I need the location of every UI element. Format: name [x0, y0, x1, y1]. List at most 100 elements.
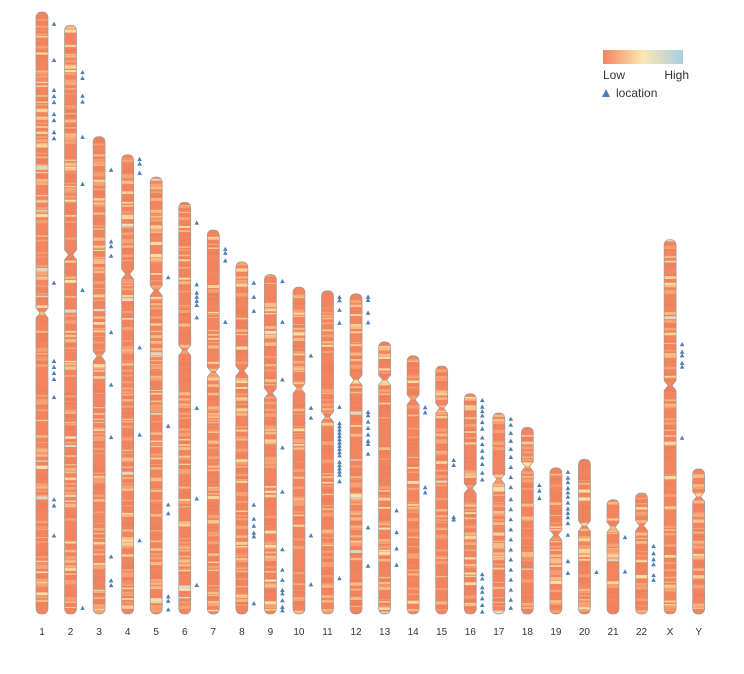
location-marker-3-9 [108, 582, 114, 588]
location-marker-1-15 [51, 497, 57, 502]
location-marker-17-16 [508, 567, 514, 572]
location-marker-11-11 [337, 440, 342, 445]
location-marker-9-2 [280, 377, 285, 382]
location-marker-16-19 [479, 609, 485, 614]
chromosome-label-1: 1 [39, 627, 45, 638]
location-marker-6-1 [194, 282, 200, 287]
location-marker-12-12 [365, 525, 371, 530]
chromosome-16-body [464, 393, 477, 614]
location-marker-19-1 [565, 475, 571, 480]
location-marker-22-5 [651, 577, 656, 582]
location-marker-21-0 [622, 534, 628, 540]
location-marker-10-1 [308, 405, 314, 410]
location-marker-2-2 [80, 93, 85, 98]
location-marker-17-11 [508, 517, 514, 522]
chromosome-label-Y: Y [695, 627, 702, 638]
chromosome-22-body [635, 492, 648, 614]
chromosome-14-body [407, 355, 420, 614]
location-marker-12-4 [365, 409, 371, 415]
location-marker-X-4 [679, 364, 685, 369]
chromosome-14-outline [406, 355, 420, 615]
location-marker-19-11 [565, 532, 571, 537]
location-marker-11-10 [337, 437, 342, 442]
location-marker-6-4 [194, 298, 200, 303]
chromosome-12-body [350, 293, 363, 614]
location-marker-6-8 [194, 496, 200, 501]
location-marker-21-1 [622, 569, 628, 574]
chromosome-label-4: 4 [125, 627, 131, 638]
location-marker-17-1 [508, 422, 514, 427]
chromosome-4-body [121, 154, 134, 614]
location-marker-18-2 [537, 495, 542, 501]
location-marker-1-17 [51, 533, 57, 538]
location-marker-17-10 [508, 507, 514, 512]
location-marker-14-2 [422, 485, 428, 490]
location-marker-11-14 [337, 449, 342, 455]
location-marker-1-11 [51, 364, 57, 369]
chromosome-7-body [207, 229, 220, 614]
location-marker-2-3 [80, 99, 85, 104]
chromosome-11-outline [321, 290, 334, 615]
location-marker-9-1 [280, 319, 285, 324]
location-marker-6-9 [194, 582, 200, 587]
chromosome-2-body [64, 25, 77, 614]
location-marker-3-5 [108, 382, 114, 387]
location-marker-4-5 [137, 538, 142, 543]
chromosome-Y-body [692, 468, 705, 614]
location-marker-6-2 [194, 290, 200, 295]
location-marker-22-3 [651, 561, 656, 567]
location-marker-19-9 [565, 515, 571, 520]
chromosome-X-outline [663, 239, 677, 615]
location-marker-12-13 [365, 563, 371, 568]
chromosome-9-outline [264, 274, 277, 615]
location-marker-16-10 [479, 461, 485, 466]
location-marker-17-0 [508, 416, 514, 421]
chromosome-9-body [264, 274, 277, 614]
location-marker-14-0 [422, 404, 428, 410]
location-marker-5-5 [165, 598, 171, 603]
location-marker-16-18 [479, 602, 485, 607]
location-marker-11-22 [337, 576, 342, 581]
location-marker-12-9 [365, 438, 371, 443]
location-marker-11-8 [337, 430, 342, 435]
legend-marker-label: location [616, 86, 657, 100]
location-marker-15-1 [451, 462, 456, 467]
chromosome-label-7: 7 [211, 627, 217, 638]
location-marker-8-7 [251, 534, 257, 539]
chromosome-4-outline [121, 154, 134, 615]
location-marker-1-2 [51, 87, 57, 93]
location-marker-12-5 [365, 413, 371, 418]
location-marker-17-8 [508, 484, 514, 490]
location-marker-9-7 [280, 577, 285, 582]
location-marker-2-1 [80, 75, 85, 81]
chromosome-label-21: 21 [607, 627, 619, 638]
location-marker-10-2 [308, 415, 314, 420]
location-marker-8-1 [251, 294, 257, 299]
location-marker-3-3 [108, 253, 114, 258]
location-marker-12-3 [365, 320, 371, 325]
location-marker-5-3 [165, 511, 171, 516]
location-marker-11-5 [337, 420, 342, 426]
location-marker-15-2 [451, 514, 456, 520]
chromosome-X-body [664, 239, 677, 614]
location-marker-4-0 [137, 156, 142, 162]
location-marker-16-14 [479, 576, 485, 581]
location-marker-3-7 [108, 554, 114, 559]
location-marker-17-3 [508, 438, 514, 443]
location-marker-19-2 [565, 479, 571, 485]
chromosome-17-outline [492, 412, 506, 615]
location-marker-19-7 [565, 506, 571, 511]
location-marker-7-1 [223, 250, 228, 255]
location-marker-5-1 [165, 423, 171, 428]
chromosome-label-22: 22 [636, 627, 648, 638]
location-marker-16-11 [479, 470, 485, 475]
location-marker-10-4 [308, 582, 314, 587]
location-marker-16-17 [479, 596, 485, 601]
location-marker-5-2 [165, 502, 171, 507]
chromosome-12-outline [349, 293, 363, 615]
location-marker-12-1 [365, 297, 371, 302]
location-marker-9-4 [280, 489, 285, 494]
location-marker-12-10 [365, 441, 371, 447]
chromosome-5-body [150, 176, 163, 614]
location-marker-12-0 [365, 294, 371, 299]
